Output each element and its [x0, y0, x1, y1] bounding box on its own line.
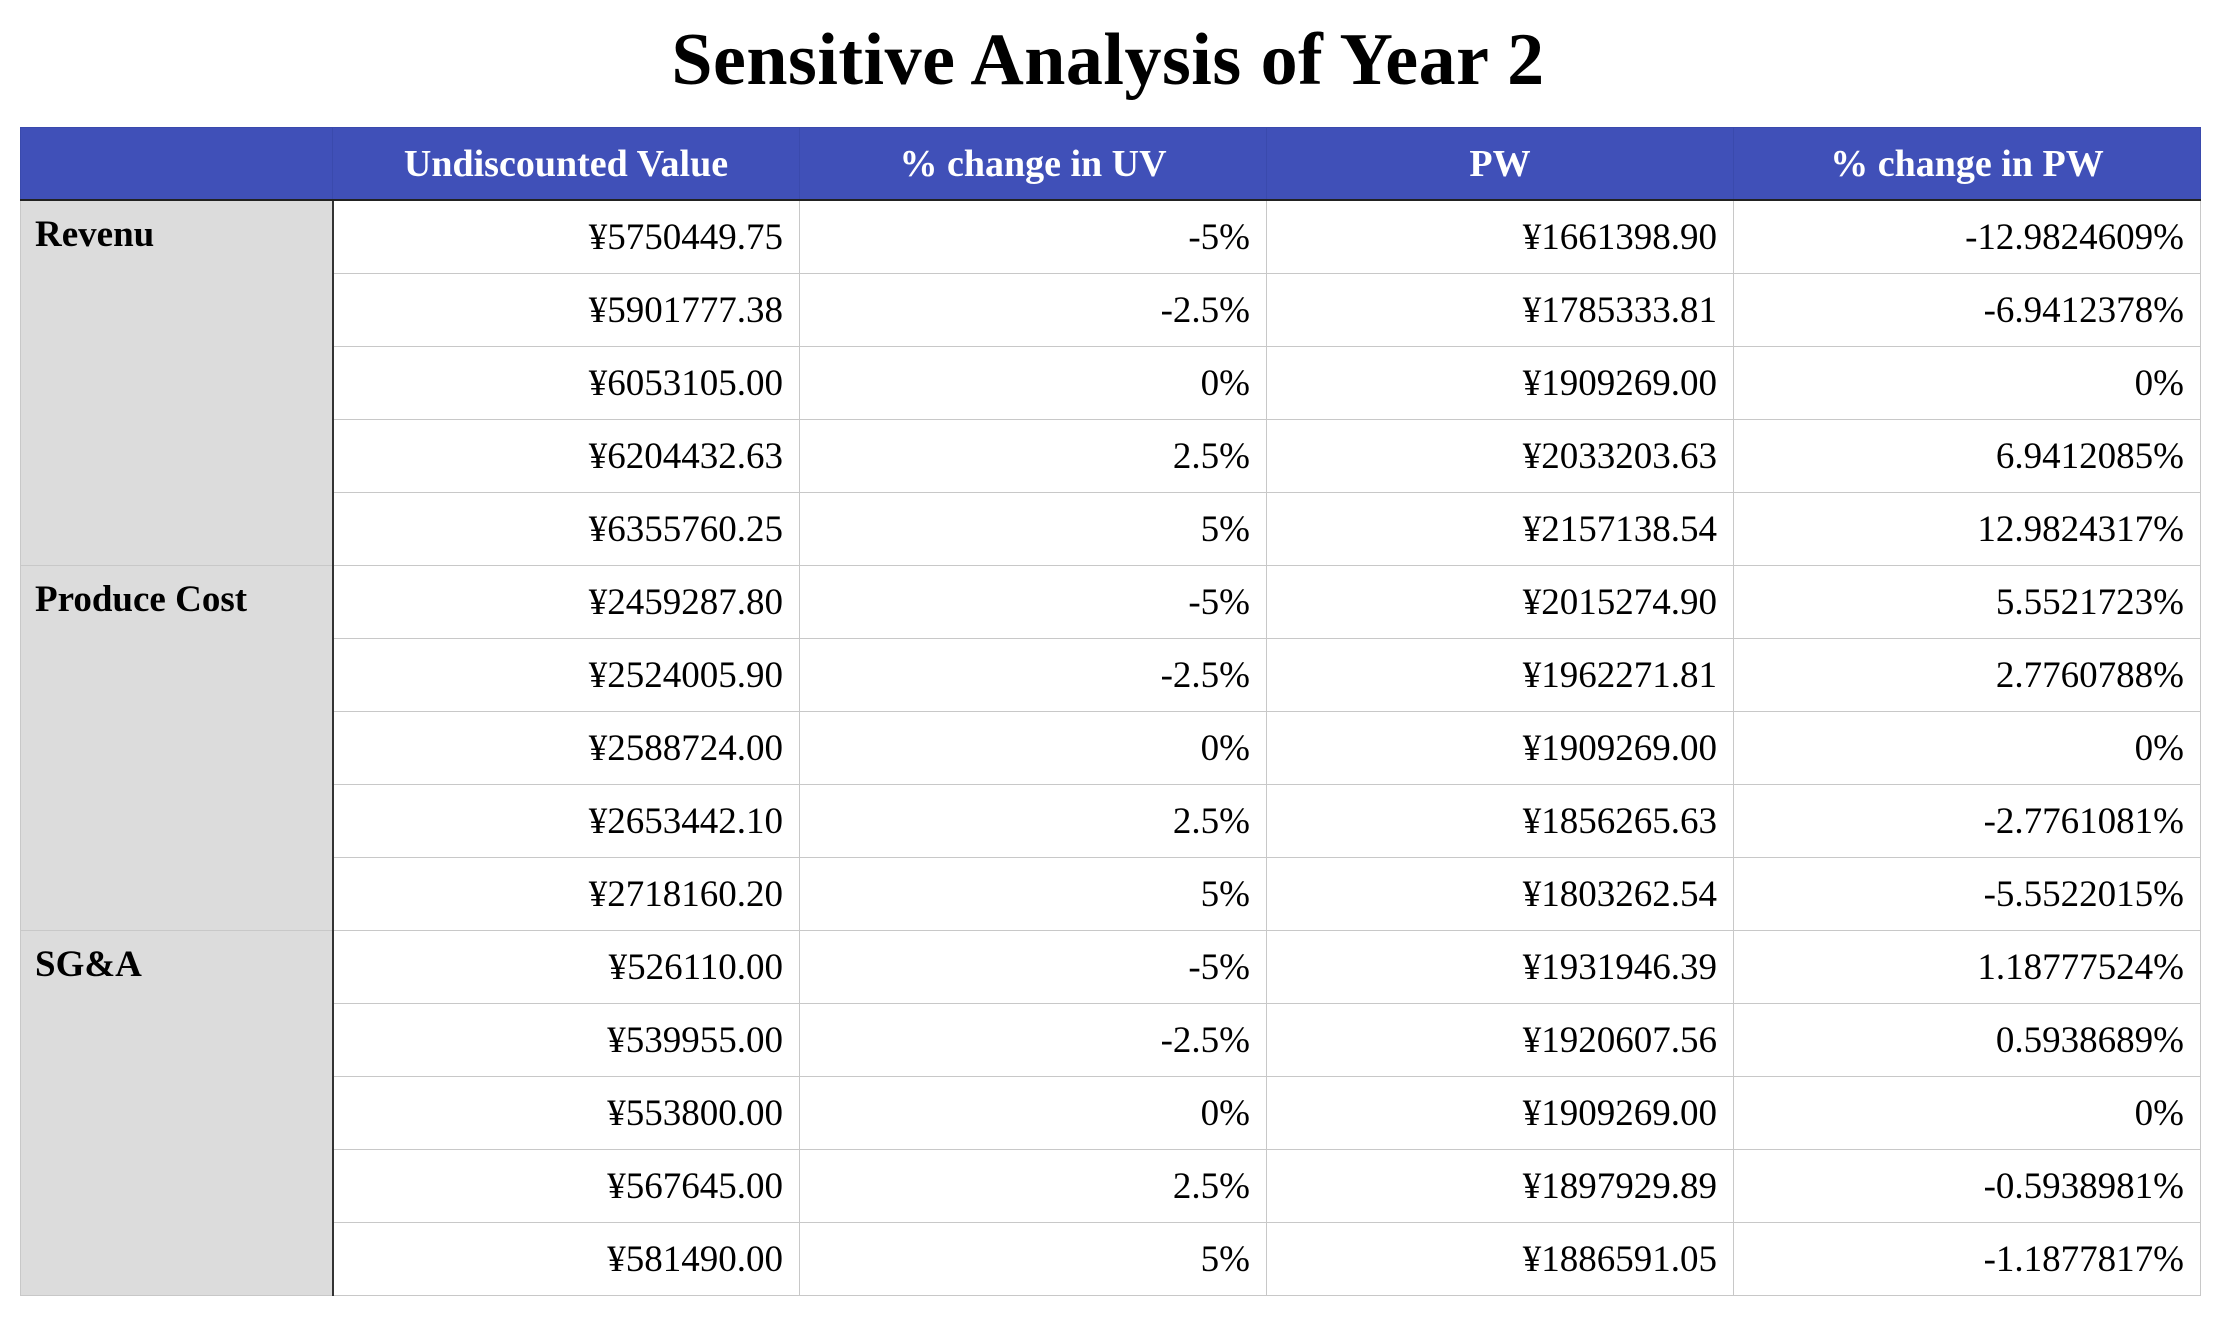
pw-cell: ¥1886591.05 — [1266, 1222, 1734, 1296]
undiscounted-value-cell: ¥539955.00 — [332, 1003, 800, 1077]
table-row: Produce Cost ¥2459287.80 -5% ¥2015274.90 5.5… — [20, 565, 2201, 931]
pw-cell: ¥1909269.00 — [1266, 346, 1734, 420]
table-row: ¥581490.00 5% ¥1886591.05 -1.1877817% — [21, 1222, 2201, 1296]
pct-change-uv-cell: 5% — [799, 1222, 1267, 1296]
undiscounted-value-cell: ¥2653442.10 — [332, 784, 800, 858]
table-row: ¥2588724.00 0% ¥1909269.00 0% — [21, 711, 2201, 785]
table-row: ¥553800.00 0% ¥1909269.00 0% — [21, 1076, 2201, 1150]
pw-cell: ¥1803262.54 — [1266, 857, 1734, 931]
table-row: SG&A ¥526110.00 -5% ¥1931946.39 1.18777524% — [20, 930, 2201, 1296]
pct-change-pw-cell: 2.7760788% — [1733, 638, 2201, 712]
pct-change-uv-cell: 5% — [799, 492, 1267, 566]
pct-change-uv-cell: -2.5% — [799, 1003, 1267, 1077]
table-row: Revenu ¥5750449.75 -5% ¥1661398.90 -12.98246… — [20, 199, 2201, 566]
undiscounted-value-cell: ¥2524005.90 — [332, 638, 800, 712]
pct-change-uv-cell: 2.5% — [799, 784, 1267, 858]
pw-cell: ¥2015274.90 — [1266, 565, 1734, 639]
group-label: Produce Cost — [20, 565, 334, 931]
table-row: ¥2653442.10 2.5% ¥1856265.63 -2.7761081% — [21, 784, 2201, 858]
pct-change-uv-cell: -2.5% — [799, 638, 1267, 712]
pct-change-pw-cell: 0.5938689% — [1733, 1003, 2201, 1077]
undiscounted-value-cell: ¥567645.00 — [332, 1149, 800, 1223]
pct-change-pw-cell: 12.9824317% — [1733, 492, 2201, 566]
pw-cell: ¥2033203.63 — [1266, 419, 1734, 493]
undiscounted-value-cell: ¥2588724.00 — [332, 711, 800, 785]
pw-cell: ¥2157138.54 — [1266, 492, 1734, 566]
pct-change-pw-cell: 0% — [1733, 346, 2201, 420]
pct-change-uv-cell: -2.5% — [799, 273, 1267, 347]
header-pw: PW — [1266, 127, 1734, 201]
pct-change-pw-cell: 6.9412085% — [1733, 419, 2201, 493]
pct-change-uv-cell: 0% — [799, 346, 1267, 420]
undiscounted-value-cell: ¥581490.00 — [332, 1222, 800, 1296]
pct-change-pw-cell: -0.5938981% — [1733, 1149, 2201, 1223]
pct-change-pw-cell: 1.18777524% — [1733, 930, 2201, 1004]
table-row: ¥6053105.00 0% ¥1909269.00 0% — [21, 346, 2201, 420]
header-row: Undiscounted Value % change in UV PW % c… — [20, 127, 2201, 201]
pct-change-uv-cell: 2.5% — [799, 1149, 1267, 1223]
undiscounted-value-cell: ¥5901777.38 — [332, 273, 800, 347]
pct-change-pw-cell: 5.5521723% — [1733, 565, 2201, 639]
page-title: Sensitive Analysis of Year 2 — [671, 19, 1545, 101]
pw-cell: ¥1661398.90 — [1266, 199, 1734, 274]
table-row: ¥567645.00 2.5% ¥1897929.89 -0.5938981% — [21, 1149, 2201, 1223]
pw-cell: ¥1931946.39 — [1266, 930, 1734, 1004]
table-row: ¥539955.00 -2.5% ¥1920607.56 0.5938689% — [21, 1003, 2201, 1077]
pct-change-pw-cell: 0% — [1733, 1076, 2201, 1150]
table-row: ¥2718160.20 5% ¥1803262.54 -5.5522015% — [21, 857, 2201, 931]
header-corner-cell — [20, 127, 333, 201]
pct-change-uv-cell: 5% — [799, 857, 1267, 931]
group-label: Revenu — [20, 199, 334, 566]
pw-cell: ¥1920607.56 — [1266, 1003, 1734, 1077]
pct-change-pw-cell: -2.7761081% — [1733, 784, 2201, 858]
undiscounted-value-cell: ¥5750449.75 — [332, 199, 800, 274]
header-pct-change-uv: % change in UV — [799, 127, 1267, 201]
pct-change-pw-cell: -1.1877817% — [1733, 1222, 2201, 1296]
undiscounted-value-cell: ¥6355760.25 — [332, 492, 800, 566]
table-row: ¥6204432.63 2.5% ¥2033203.63 6.9412085% — [21, 419, 2201, 493]
pw-cell: ¥1909269.00 — [1266, 711, 1734, 785]
undiscounted-value-cell: ¥6204432.63 — [332, 419, 800, 493]
pct-change-uv-cell: -5% — [799, 930, 1267, 1004]
pct-change-uv-cell: 0% — [799, 711, 1267, 785]
undiscounted-value-cell: ¥553800.00 — [332, 1076, 800, 1150]
pct-change-uv-cell: -5% — [799, 199, 1267, 274]
pct-change-pw-cell: -12.9824609% — [1733, 199, 2201, 274]
pct-change-pw-cell: 0% — [1733, 711, 2201, 785]
pw-cell: ¥1856265.63 — [1266, 784, 1734, 858]
group-label: SG&A — [20, 930, 334, 1296]
pw-cell: ¥1962271.81 — [1266, 638, 1734, 712]
table-header: Undiscounted Value % change in UV PW % c… — [20, 127, 2201, 201]
pct-change-pw-cell: -6.9412378% — [1733, 273, 2201, 347]
undiscounted-value-cell: ¥6053105.00 — [332, 346, 800, 420]
table-row: ¥6355760.25 5% ¥2157138.54 12.9824317% — [21, 492, 2201, 566]
pct-change-uv-cell: 2.5% — [799, 419, 1267, 493]
table-body: Revenu ¥5750449.75 -5% ¥1661398.90 -12.98246… — [20, 199, 2201, 1296]
pct-change-uv-cell: 0% — [799, 1076, 1267, 1150]
pct-change-uv-cell: -5% — [799, 565, 1267, 639]
pct-change-pw-cell: -5.5522015% — [1733, 857, 2201, 931]
table-row: ¥2524005.90 -2.5% ¥1962271.81 2.7760788% — [21, 638, 2201, 712]
sensitivity-table: Undiscounted Value % change in UV PW % c… — [20, 127, 2201, 1296]
pw-cell: ¥1897929.89 — [1266, 1149, 1734, 1223]
undiscounted-value-cell: ¥2459287.80 — [332, 565, 800, 639]
undiscounted-value-cell: ¥2718160.20 — [332, 857, 800, 931]
header-pct-change-pw: % change in PW — [1733, 127, 2201, 201]
header-undiscounted-value: Undiscounted Value — [332, 127, 800, 201]
pw-cell: ¥1909269.00 — [1266, 1076, 1734, 1150]
pw-cell: ¥1785333.81 — [1266, 273, 1734, 347]
table-row: ¥5901777.38 -2.5% ¥1785333.81 -6.9412378% — [21, 273, 2201, 347]
undiscounted-value-cell: ¥526110.00 — [332, 930, 800, 1004]
